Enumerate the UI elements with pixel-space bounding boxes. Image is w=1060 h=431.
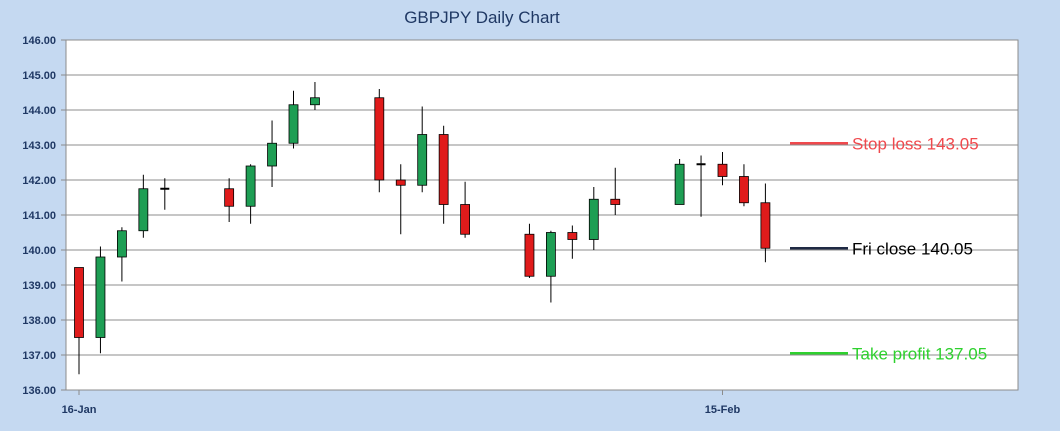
candle-body bbox=[74, 267, 84, 338]
candle bbox=[524, 223, 535, 278]
x-tick-label: 16-Jan bbox=[62, 404, 97, 416]
candle-body bbox=[117, 230, 127, 258]
candle-body bbox=[760, 202, 771, 249]
candle-body bbox=[546, 232, 556, 277]
candle bbox=[588, 187, 599, 250]
y-tick-label: 136.00 bbox=[22, 385, 56, 397]
annotations: Stop loss 143.05 Fri close 140.05 Take pro… bbox=[790, 134, 987, 363]
candle-body bbox=[95, 256, 106, 338]
y-tick-label: 137.00 bbox=[22, 350, 56, 362]
candle-body bbox=[524, 233, 535, 277]
candle-body bbox=[267, 142, 277, 167]
annotation-label: Fri close 140.05 bbox=[852, 239, 973, 258]
candle bbox=[395, 164, 406, 235]
gridlines bbox=[65, 39, 1019, 391]
candle bbox=[310, 82, 320, 110]
candle-body bbox=[610, 198, 621, 205]
y-tick-label: 138.00 bbox=[22, 315, 56, 327]
candle bbox=[438, 125, 449, 224]
candle bbox=[739, 164, 749, 207]
annotation-label: Stop loss 143.05 bbox=[852, 134, 979, 153]
candle bbox=[74, 267, 84, 375]
candle bbox=[160, 178, 170, 210]
candle bbox=[224, 178, 235, 222]
candle bbox=[717, 152, 728, 186]
candle-body bbox=[395, 179, 406, 186]
candle bbox=[610, 167, 621, 215]
candle bbox=[138, 174, 149, 238]
candle-body bbox=[460, 204, 471, 235]
candle bbox=[674, 159, 685, 205]
candle-body bbox=[374, 97, 385, 181]
candle-body bbox=[438, 134, 449, 205]
candle-body bbox=[674, 163, 685, 205]
candle-body bbox=[417, 134, 428, 186]
candle-body bbox=[138, 188, 149, 232]
candle-body bbox=[739, 176, 749, 204]
y-tick-label: 141.00 bbox=[22, 210, 56, 222]
candle bbox=[567, 225, 578, 259]
y-tick-label: 144.00 bbox=[22, 105, 56, 117]
candle bbox=[117, 227, 127, 282]
y-tick-label: 145.00 bbox=[22, 70, 56, 82]
candle-body bbox=[588, 198, 599, 240]
y-tick-label: 139.00 bbox=[22, 280, 56, 292]
candle-body bbox=[567, 232, 578, 240]
y-tick-label: 140.00 bbox=[22, 245, 56, 257]
candle-body bbox=[224, 188, 235, 207]
y-tick-label: 143.00 bbox=[22, 140, 56, 152]
candle bbox=[374, 89, 385, 193]
annotation-label: Take profit 137.05 bbox=[852, 344, 987, 363]
candle bbox=[546, 230, 556, 303]
candle bbox=[417, 106, 428, 193]
candle bbox=[696, 155, 706, 217]
y-axis-ticks: 136.00 137.00 138.00 139.00 140.00 141.00 142.… bbox=[22, 35, 66, 397]
y-tick-label: 142.00 bbox=[22, 175, 56, 187]
candle bbox=[267, 120, 277, 187]
candle bbox=[760, 183, 771, 263]
chart-title: GBPJPY Daily Chart bbox=[404, 8, 560, 27]
y-tick-label: 146.00 bbox=[22, 35, 56, 47]
candle bbox=[460, 181, 471, 238]
candle bbox=[95, 246, 106, 354]
candles bbox=[74, 82, 771, 375]
candle bbox=[245, 164, 256, 224]
candle-body bbox=[245, 165, 256, 207]
candle-body bbox=[310, 97, 320, 106]
candle bbox=[288, 90, 299, 149]
candle-body bbox=[288, 104, 299, 144]
x-tick-label: 15-Feb bbox=[705, 404, 741, 416]
x-axis-ticks: 16-Jan 15-Feb bbox=[62, 390, 741, 416]
candle-body bbox=[717, 163, 728, 177]
